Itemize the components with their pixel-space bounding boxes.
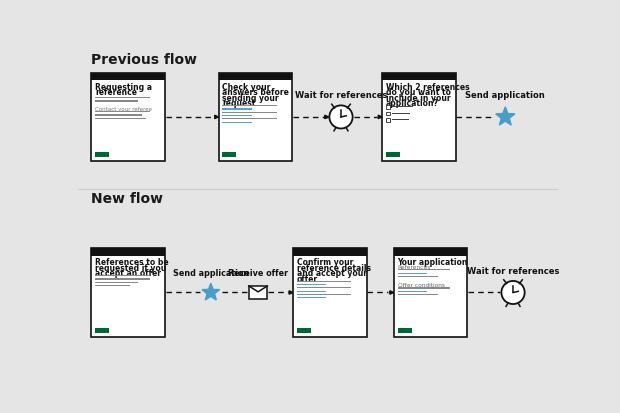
Bar bbox=[223, 112, 277, 113]
Polygon shape bbox=[496, 107, 515, 125]
Bar bbox=[297, 297, 326, 298]
Bar bbox=[297, 287, 351, 288]
Bar bbox=[386, 112, 390, 116]
Bar bbox=[223, 105, 277, 106]
Bar bbox=[223, 152, 236, 157]
Text: Wait for references: Wait for references bbox=[467, 266, 559, 275]
Bar bbox=[95, 114, 142, 116]
Bar bbox=[386, 105, 390, 109]
Bar bbox=[297, 328, 311, 333]
Text: reference: reference bbox=[95, 88, 137, 97]
Polygon shape bbox=[202, 283, 219, 300]
Bar bbox=[397, 273, 427, 274]
Text: Which 2 references: Which 2 references bbox=[386, 83, 469, 92]
Bar bbox=[392, 113, 410, 114]
Text: Confirm your: Confirm your bbox=[297, 258, 353, 267]
Bar bbox=[397, 291, 427, 292]
Text: Offer conditions: Offer conditions bbox=[397, 283, 445, 288]
Bar bbox=[394, 248, 467, 256]
Text: Requesting a: Requesting a bbox=[95, 83, 153, 92]
Text: References to be: References to be bbox=[95, 258, 169, 267]
Bar bbox=[95, 275, 149, 276]
Text: Contact your referee: Contact your referee bbox=[95, 107, 153, 112]
Text: Wait for references: Wait for references bbox=[295, 91, 387, 100]
Bar bbox=[382, 73, 456, 161]
Bar bbox=[223, 122, 252, 123]
Circle shape bbox=[502, 281, 525, 304]
Text: requested if you: requested if you bbox=[95, 264, 167, 273]
Bar bbox=[394, 248, 467, 337]
Bar bbox=[95, 278, 149, 280]
Text: and accept your: and accept your bbox=[297, 269, 367, 278]
Text: application?: application? bbox=[386, 99, 439, 108]
Text: accept an offer: accept an offer bbox=[95, 269, 161, 278]
Text: Your application: Your application bbox=[397, 258, 468, 267]
Bar bbox=[297, 284, 326, 285]
Bar bbox=[382, 73, 456, 81]
Bar bbox=[297, 294, 351, 295]
Bar bbox=[223, 108, 252, 109]
Bar bbox=[95, 97, 149, 98]
Bar bbox=[92, 73, 165, 81]
Polygon shape bbox=[215, 115, 219, 119]
Circle shape bbox=[329, 105, 353, 128]
Polygon shape bbox=[289, 291, 293, 294]
Bar bbox=[386, 152, 400, 157]
Text: reference details: reference details bbox=[297, 264, 371, 273]
Bar bbox=[219, 73, 292, 161]
Bar bbox=[95, 152, 109, 157]
Bar bbox=[95, 285, 130, 286]
Bar bbox=[95, 100, 138, 102]
Text: sending your: sending your bbox=[223, 94, 279, 103]
Text: request: request bbox=[223, 99, 256, 108]
Bar bbox=[223, 115, 252, 116]
Text: Check your: Check your bbox=[223, 83, 271, 92]
Bar bbox=[92, 248, 165, 337]
Bar bbox=[92, 248, 165, 256]
Bar bbox=[249, 286, 267, 299]
Bar bbox=[92, 73, 165, 161]
Text: offer: offer bbox=[297, 275, 318, 284]
Bar bbox=[397, 328, 412, 333]
Text: include in your: include in your bbox=[386, 94, 451, 103]
Bar bbox=[95, 118, 146, 119]
Polygon shape bbox=[390, 291, 394, 294]
Bar bbox=[95, 282, 138, 283]
Bar bbox=[397, 294, 438, 295]
Text: Receive offer: Receive offer bbox=[228, 269, 288, 278]
Bar bbox=[297, 291, 326, 292]
Text: Previous flow: Previous flow bbox=[92, 53, 197, 67]
Bar bbox=[219, 73, 292, 81]
Text: Send application: Send application bbox=[173, 269, 249, 278]
Bar bbox=[386, 118, 390, 122]
Bar bbox=[397, 287, 450, 289]
Bar bbox=[95, 328, 109, 333]
Bar bbox=[397, 276, 438, 277]
Text: Send application: Send application bbox=[466, 91, 545, 100]
Bar bbox=[392, 119, 409, 121]
Polygon shape bbox=[378, 115, 382, 119]
Polygon shape bbox=[325, 115, 329, 119]
Bar bbox=[392, 106, 414, 107]
Text: New flow: New flow bbox=[92, 192, 164, 206]
Bar bbox=[293, 248, 366, 337]
Bar bbox=[293, 248, 366, 256]
Text: answers before: answers before bbox=[223, 88, 290, 97]
Text: do you want to: do you want to bbox=[386, 88, 451, 97]
Bar bbox=[95, 111, 149, 112]
Text: References: References bbox=[397, 265, 431, 270]
Bar bbox=[397, 269, 450, 271]
Bar bbox=[297, 281, 351, 282]
Bar bbox=[223, 118, 277, 119]
